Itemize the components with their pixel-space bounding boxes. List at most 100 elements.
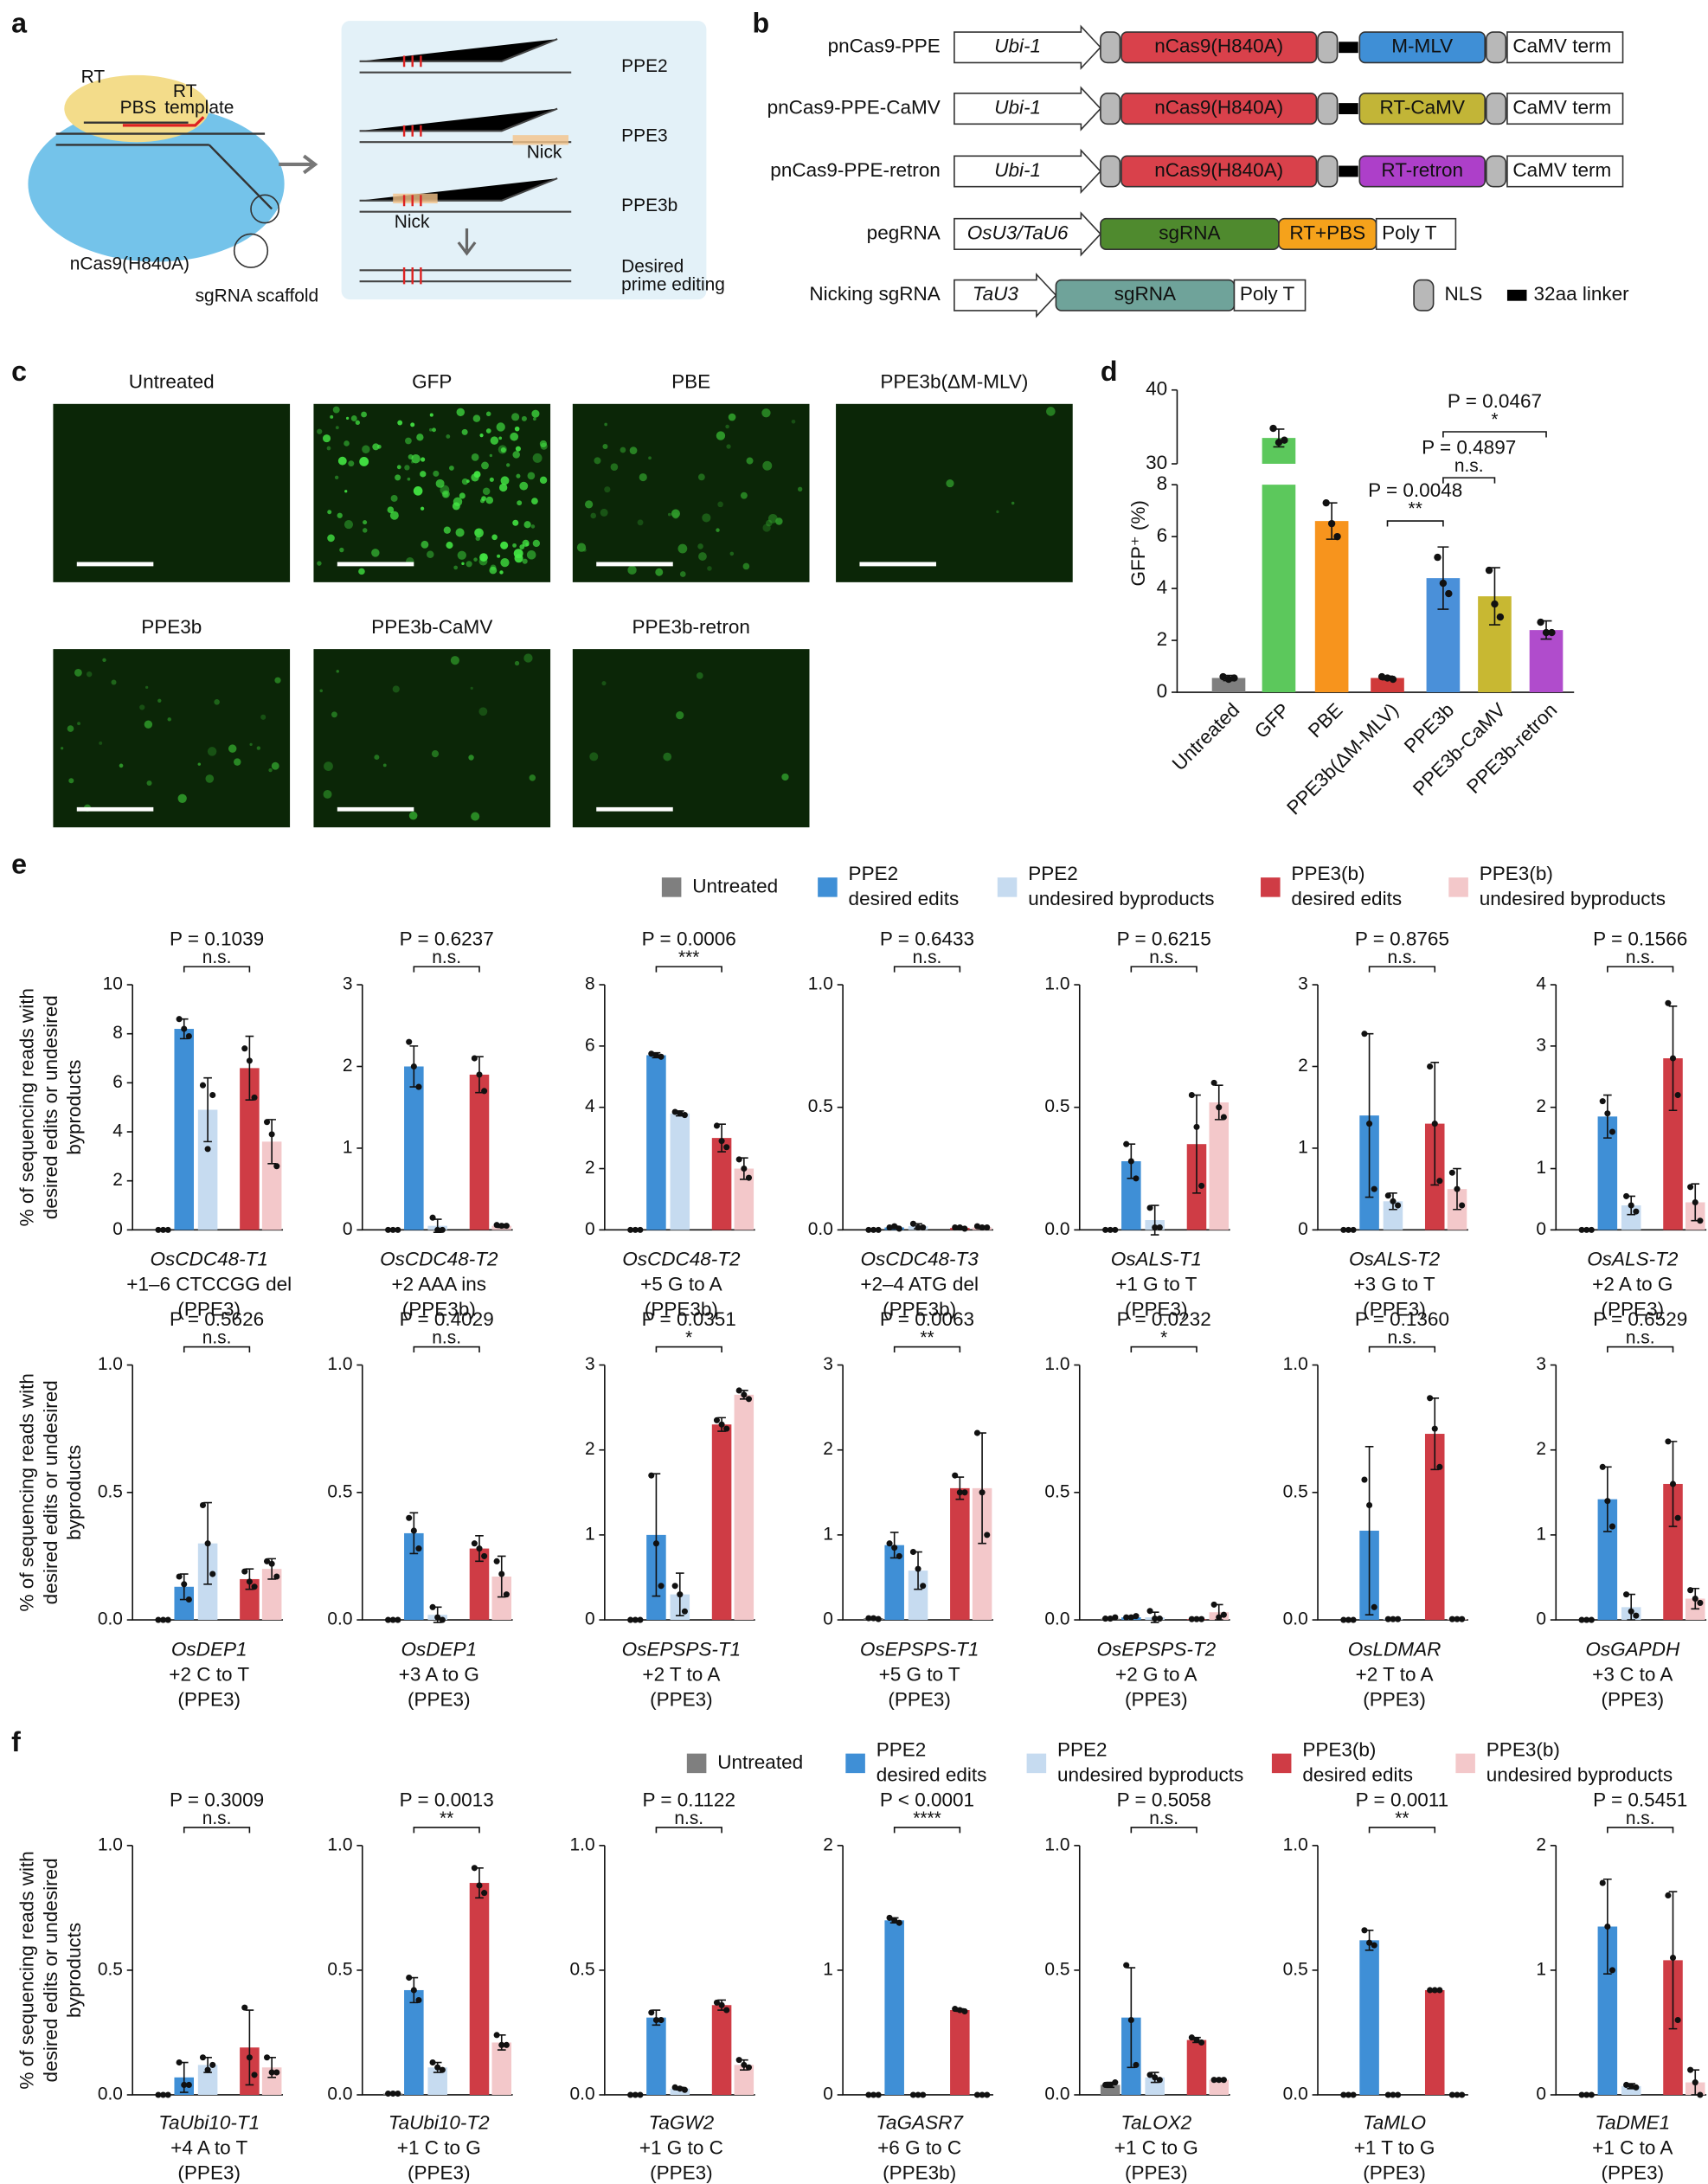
cell-signal [359,457,369,466]
x-category-label: (PPE3) [408,2162,471,2184]
data-point [199,2054,207,2061]
y-tick-label: 0 [585,1219,595,1239]
data-point [1198,2039,1205,2046]
sample-label: PPE3b [141,616,202,638]
cell-signal [473,557,478,562]
data-point [251,1094,258,1101]
data-point [1390,1616,1397,1622]
data-point [1366,1501,1373,1509]
cell-signal [167,717,171,722]
significance: n.s. [202,947,232,967]
data-point [875,1226,882,1233]
y-tick-label: 2 [1157,628,1168,650]
data-point [199,1501,207,1509]
cell-signal [523,521,531,529]
cell-signal [491,534,498,541]
cell-signal [334,475,339,480]
cell-signal [500,476,510,485]
cell-signal [663,752,672,761]
p-value: P = 0.4897 [1422,436,1516,458]
y-tick-label: 6 [1157,524,1168,546]
data-point [1156,1224,1163,1231]
data-point [1542,628,1551,637]
cell-signal [205,774,215,783]
cell-signal [459,492,466,499]
significance-bracket [413,1827,480,1834]
cell-signal [87,671,93,678]
significance-bracket [1442,477,1496,484]
x-category-label: (PPE3) [1363,1299,1426,1320]
sample-label: Untreated [129,371,215,393]
cell-signal [420,506,425,511]
cell-signal [421,540,429,549]
cell-signal [676,711,684,720]
legend-label: undesired byproducts [1028,888,1214,909]
data-point [1674,2016,1681,2024]
axis [604,1845,755,2096]
bar [1186,2039,1207,2095]
data-point [1146,1204,1153,1211]
cell-signal [479,498,485,504]
data-point [395,1226,401,1233]
label: RT [173,81,197,101]
data-point [1107,2081,1114,2088]
y-tick-label: 0 [343,1219,353,1239]
p-value: P = 0.6215 [1117,928,1211,949]
data-point [1608,1128,1616,1135]
axis [1317,1845,1468,2096]
cell-signal [416,434,424,441]
cell-signal [410,422,415,427]
data-point [627,1226,634,1233]
x-category-label: (PPE3) [1602,1688,1665,1710]
edit-marks [402,55,422,285]
data-point [1588,2091,1595,2098]
significance-bracket [893,966,961,973]
y-tick-label: 0 [823,2084,833,2104]
data-point [713,1416,720,1423]
cell-signal [728,413,736,421]
micrograph [572,649,810,828]
part-label: Poly T [1382,222,1437,243]
cell-signal [740,491,748,499]
cell-signal [519,544,525,549]
axis [842,1845,993,2096]
data-point [185,2081,192,2088]
p-value: P = 0.1360 [1355,1308,1449,1330]
data-point [246,1578,253,1585]
data-point [176,1016,183,1023]
x-category-label: OsCDC48-T1 [151,1249,268,1270]
cell-signal [331,711,337,718]
p-value: P = 0.3009 [170,1789,264,1810]
data-point [1156,1616,1163,1622]
cell-signal [68,778,74,784]
bar [261,1569,282,1621]
significance: n.s. [1626,1327,1655,1347]
cell-signal [489,566,498,575]
data-point [476,1545,483,1552]
axis [1317,1365,1468,1621]
cell-signal [468,755,474,761]
x-category-label: +2 T to A [1356,1663,1434,1685]
data-point [1361,1476,1368,1483]
nick-region [393,193,438,204]
data-point [1133,2061,1140,2068]
label: PPE3b [621,196,677,215]
x-category-label: (PPE3) [408,1688,471,1710]
data-point [263,1558,271,1564]
data-point [952,1472,959,1479]
bar [491,2042,512,2095]
nls [1100,93,1121,125]
x-category-label: +3 A to G [399,1663,479,1685]
data-point [1599,1098,1606,1105]
data-point [209,1571,216,1577]
data-point [1448,1616,1455,1622]
x-category-label: +2 T to A [642,1663,720,1685]
data-point [155,1616,162,1623]
cell-signal [576,543,587,552]
legend-label: PPE2 [876,1738,927,1760]
significance: *** [678,947,699,967]
cell-signal [529,774,536,781]
p-value: P = 0.0011 [1356,1789,1448,1810]
significance: n.s. [1149,947,1178,967]
significance-bracket [655,1346,722,1353]
